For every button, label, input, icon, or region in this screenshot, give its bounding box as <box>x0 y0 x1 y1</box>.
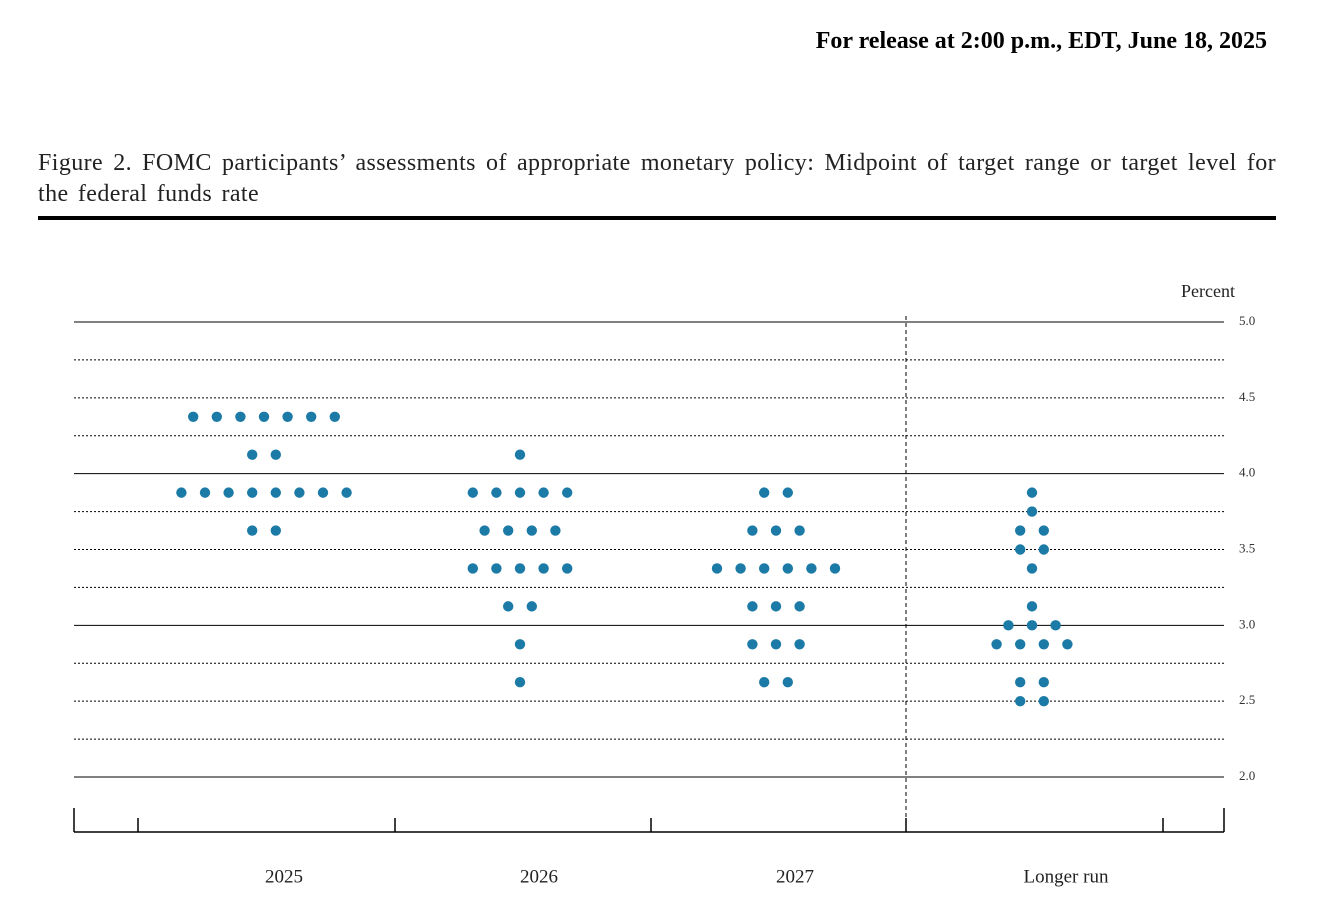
dot <box>341 487 352 498</box>
dot <box>794 639 805 650</box>
dot <box>514 563 526 574</box>
dot <box>794 601 805 612</box>
dot <box>329 411 340 422</box>
dot <box>562 563 573 574</box>
dot <box>991 639 1002 650</box>
dot <box>711 563 723 574</box>
dot <box>317 487 329 498</box>
dot <box>538 487 549 498</box>
x-tick-label: Longer run <box>1024 866 1109 887</box>
dot <box>770 639 782 650</box>
y-tick-label: 3.0 <box>1239 616 1255 631</box>
dot <box>794 525 805 536</box>
dot <box>1026 601 1038 612</box>
dot <box>1038 525 1050 536</box>
dot <box>1015 544 1026 555</box>
dot <box>1026 620 1038 631</box>
dot <box>258 411 270 422</box>
y-tick-label: 2.0 <box>1239 768 1255 783</box>
y-tick-label: 3.5 <box>1239 540 1255 555</box>
dot <box>247 449 258 460</box>
dot <box>1026 506 1038 517</box>
chart-title: Figure 2. FOMC participants’ assessments… <box>38 150 1276 207</box>
dot <box>176 487 187 498</box>
title-rule <box>38 216 1276 220</box>
dot <box>503 601 514 612</box>
dot <box>538 563 549 574</box>
dot <box>503 525 514 536</box>
dot <box>247 525 258 536</box>
dot <box>806 563 817 574</box>
dot <box>782 677 793 688</box>
dot <box>782 487 793 498</box>
x-tick-label: 2026 <box>520 866 558 887</box>
x-tick-label: 2027 <box>776 866 814 887</box>
dot <box>1038 544 1050 555</box>
dot <box>526 525 537 536</box>
dot <box>270 449 281 460</box>
dot <box>199 487 211 498</box>
y-tick-label: 4.5 <box>1239 389 1255 404</box>
dot <box>1038 695 1050 707</box>
dot <box>467 487 478 498</box>
dot <box>270 525 281 536</box>
dot <box>1015 695 1026 707</box>
dot <box>770 601 782 612</box>
dot <box>1015 677 1026 688</box>
dot <box>1003 620 1014 631</box>
dot <box>247 487 258 498</box>
dot <box>1026 563 1038 574</box>
dot <box>829 563 841 574</box>
dot <box>467 563 478 574</box>
dot <box>1062 639 1073 650</box>
dot <box>270 487 281 498</box>
dot <box>514 487 526 498</box>
dot <box>294 487 305 498</box>
dot <box>188 411 199 422</box>
dot <box>782 563 793 574</box>
dot <box>747 525 758 536</box>
dot <box>759 677 770 688</box>
dot <box>1038 677 1050 688</box>
dot <box>550 525 561 536</box>
dot <box>1015 525 1026 536</box>
dot <box>1050 620 1061 631</box>
release-note: For release at 2:00 p.m., EDT, June 18, … <box>815 28 1267 54</box>
y-tick-label: 4.0 <box>1239 465 1255 480</box>
dot <box>491 563 502 574</box>
dot <box>747 601 758 612</box>
dot <box>479 525 490 536</box>
dot <box>562 487 573 498</box>
dot <box>235 411 246 422</box>
dot <box>770 525 782 536</box>
dot <box>306 411 317 422</box>
y-axis-label: Percent <box>1181 281 1235 301</box>
dot <box>211 411 222 422</box>
dot <box>223 487 234 498</box>
dot <box>759 563 770 574</box>
dot <box>514 639 526 650</box>
dot <box>514 677 526 688</box>
y-tick-label: 2.5 <box>1239 692 1255 707</box>
dot <box>526 601 537 612</box>
dot <box>491 487 502 498</box>
y-tick-label: 5.0 <box>1239 313 1255 328</box>
dot <box>282 411 293 422</box>
dot <box>759 487 770 498</box>
x-tick-label: 2025 <box>265 866 303 887</box>
dot <box>1026 487 1038 498</box>
dot <box>1015 639 1026 650</box>
dot <box>735 563 746 574</box>
dot <box>747 639 758 650</box>
dot <box>514 449 526 460</box>
dot <box>1038 639 1050 650</box>
